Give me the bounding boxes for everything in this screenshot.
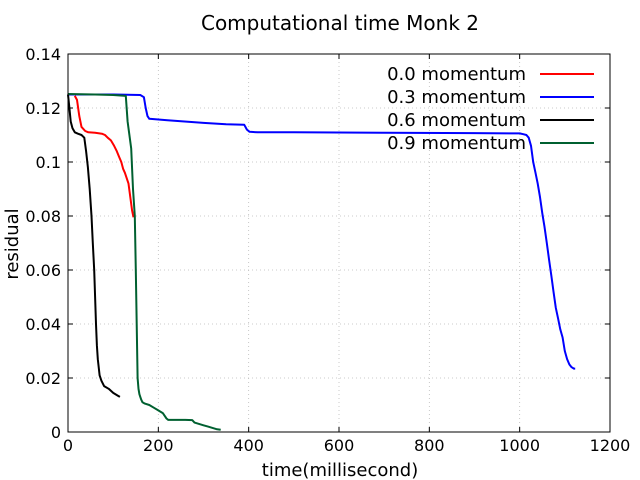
- y-tick-label: 0.1: [36, 153, 61, 172]
- series-line-3: [67, 93, 221, 431]
- y-tick-label: 0.06: [25, 261, 61, 280]
- y-tick-label: 0.02: [25, 369, 61, 388]
- legend-label: 0.6 momentum: [387, 110, 526, 131]
- legend-label: 0.0 momentum: [387, 64, 526, 85]
- x-axis-label: time(millisecond): [262, 460, 418, 480]
- legend-label: 0.3 momentum: [387, 87, 526, 108]
- y-tick-label: 0.14: [25, 45, 61, 64]
- y-tick-label: 0.08: [25, 207, 61, 226]
- series-line-1: [68, 93, 576, 370]
- y-tick-label: 0.12: [25, 99, 61, 118]
- y-axis-label: residual: [2, 208, 23, 279]
- x-tick-label: 800: [414, 436, 445, 455]
- x-tick-label: 200: [143, 436, 174, 455]
- series-line-0: [73, 95, 135, 218]
- x-tick-label: 600: [324, 436, 355, 455]
- grid: [67, 53, 611, 433]
- x-tick-label: 1000: [499, 436, 540, 455]
- chart-title: Computational time Monk 2: [201, 11, 479, 35]
- y-tick-label: 0: [51, 423, 61, 442]
- series-line-2: [67, 94, 121, 398]
- x-tick-label: 1200: [590, 436, 631, 455]
- y-tick-label: 0.04: [25, 315, 61, 334]
- legend-label: 0.9 momentum: [387, 133, 526, 154]
- x-tick-label: 400: [233, 436, 264, 455]
- x-tick-label: 0: [63, 436, 73, 455]
- series-lines: [67, 93, 576, 431]
- axis-ticks: 0 200 400 600 800 1000 1200 0 0.02 0.04 0.06 0.08 0.…: [25, 45, 630, 455]
